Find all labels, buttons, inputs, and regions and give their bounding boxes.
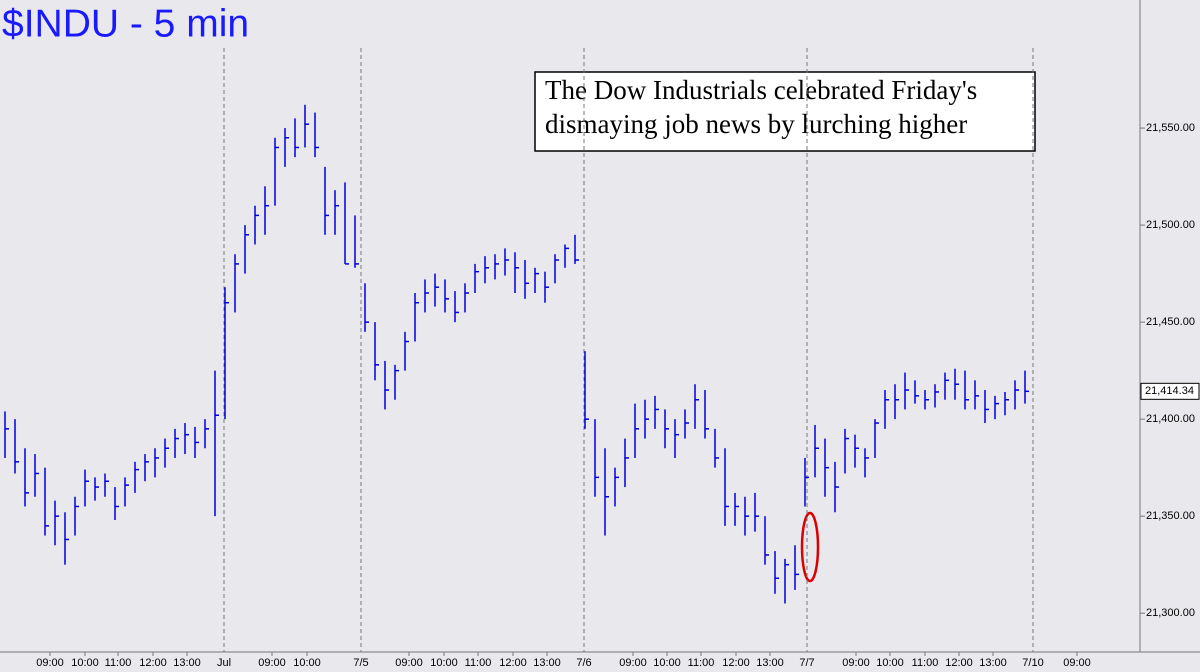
x-tick-label: 7/7 [799, 657, 814, 669]
y-tick-label: 21,350.00 [1146, 510, 1195, 522]
x-tick-label: 13:00 [533, 657, 561, 669]
x-tick-label: 10:00 [876, 657, 904, 669]
x-tick-label: Jul [217, 657, 231, 669]
annotation-line: dismaying job news by lurching higher [545, 109, 967, 139]
x-tick-label: 09:00 [619, 657, 647, 669]
x-tick-label: 13:00 [979, 657, 1007, 669]
x-tick-label: 09:00 [1063, 657, 1091, 669]
x-tick-label: 7/6 [576, 657, 591, 669]
y-tick-label: 21,400.00 [1146, 413, 1195, 425]
x-tick-label: 12:00 [139, 657, 167, 669]
x-tick-label: 11:00 [912, 657, 939, 669]
last-value-label: 21,414.34 [1145, 385, 1194, 397]
x-tick-label: 13:00 [756, 657, 784, 669]
annotation-box [534, 71, 1036, 152]
x-tick-label: 12:00 [945, 657, 973, 669]
x-tick-label: 09:00 [842, 657, 870, 669]
highlight-ellipse [800, 511, 820, 583]
x-tick-label: 09:00 [36, 657, 64, 669]
x-tick-label: 09:00 [395, 657, 423, 669]
x-tick-label: 11:00 [465, 657, 492, 669]
x-tick-label: 7/10 [1022, 657, 1043, 669]
x-tick-label: 10:00 [293, 657, 321, 669]
last-value-box [1140, 382, 1200, 400]
x-tick-label: 11:00 [688, 657, 715, 669]
x-tick-label: 10:00 [71, 657, 99, 669]
x-tick-label: 13:00 [173, 657, 201, 669]
x-tick-label: 10:00 [653, 657, 681, 669]
y-tick-label: 21,500.00 [1146, 219, 1195, 231]
annotation-line: The Dow Industrials celebrated Friday's [545, 75, 977, 105]
chart-title: $INDU - 5 min [2, 2, 249, 45]
x-tick-label: 11:00 [105, 657, 132, 669]
x-tick-label: 7/5 [353, 657, 368, 669]
y-tick-label: 21,550.00 [1146, 122, 1195, 134]
y-tick-label: 21,300.00 [1146, 607, 1195, 619]
y-tick-label: 21,450.00 [1146, 316, 1195, 328]
x-tick-label: 09:00 [258, 657, 286, 669]
x-tick-label: 10:00 [430, 657, 458, 669]
x-tick-label: 12:00 [499, 657, 527, 669]
x-tick-label: 12:00 [722, 657, 750, 669]
